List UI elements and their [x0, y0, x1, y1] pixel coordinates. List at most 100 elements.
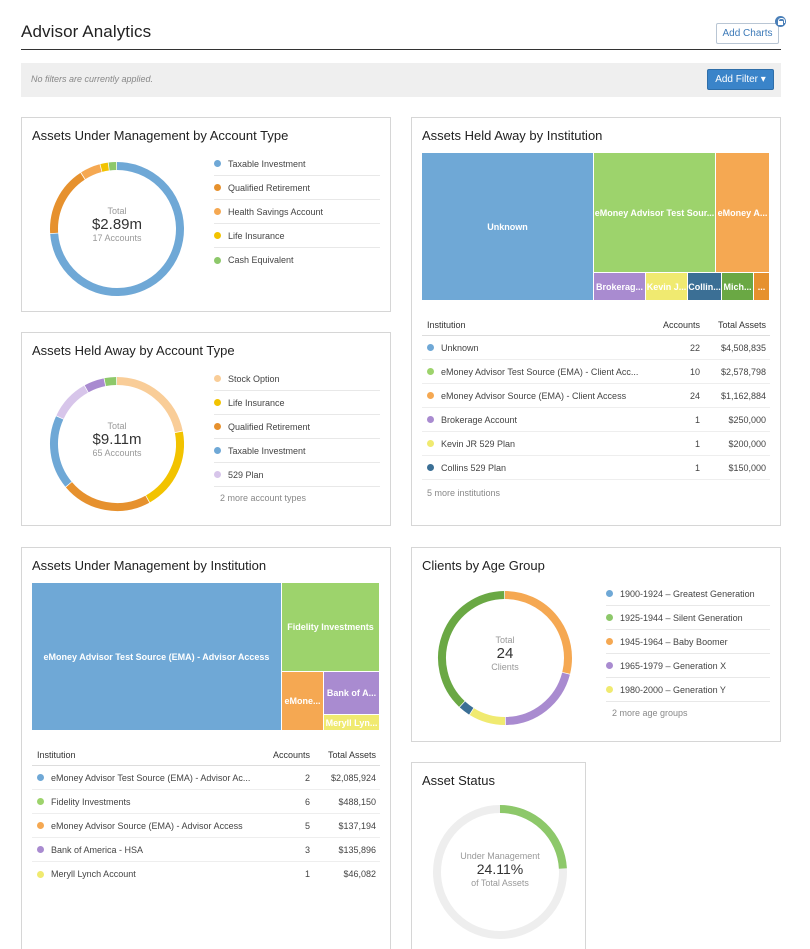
table-row[interactable]: eMoney Advisor Source (EMA) - Client Acc… — [422, 384, 770, 408]
legend-label: Stock Option — [228, 373, 280, 384]
more-institutions-link[interactable]: 5 more institutions — [427, 488, 501, 498]
treemap-tile[interactable]: eMone... — [282, 672, 324, 731]
gauge-fill[interactable] — [499, 805, 567, 869]
legend-item[interactable]: Taxable Investment — [214, 439, 380, 463]
tile-label: Mich... — [723, 281, 752, 292]
tile-label: eMoney Advisor Test Sour... — [594, 207, 715, 218]
treemap-tile[interactable]: Mich... — [722, 273, 754, 301]
add-filter-button[interactable]: Add Filter ▾ — [707, 69, 774, 90]
treemap-tile[interactable]: eMoney Advisor Test Sour... — [594, 153, 716, 273]
legend-dot — [214, 160, 221, 167]
donut-slice[interactable] — [104, 377, 117, 387]
aum-institution-card: Assets Under Management by Institution e… — [21, 547, 391, 949]
row-name: Unknown — [441, 342, 479, 353]
legend-label: Qualified Retirement — [228, 421, 311, 432]
row-total: $137,194 — [338, 820, 376, 831]
column-header-total-assets[interactable]: Total Assets — [327, 749, 376, 760]
legend-item[interactable]: Life Insurance — [214, 224, 380, 248]
legend-item[interactable]: Stock Option — [214, 367, 380, 391]
legend-dot — [214, 232, 221, 239]
treemap-tile[interactable]: ... — [754, 273, 770, 301]
donut-slice[interactable] — [116, 377, 183, 433]
treemap-tile[interactable]: Fidelity Investments — [282, 583, 380, 672]
row-name: Brokerage Account — [441, 414, 518, 425]
donut-slice[interactable] — [459, 701, 474, 715]
legend-item[interactable]: Life Insurance — [214, 391, 380, 415]
table-header: Institution Accounts Total Assets — [422, 314, 770, 336]
treemap-chart: eMoney Advisor Test Source (EMA) - Advis… — [32, 583, 380, 731]
table-row[interactable]: Bank of America - HSA 3 $135,896 — [32, 838, 380, 862]
treemap-chart: Unknown eMoney Advisor Test Sour... eMon… — [422, 153, 770, 301]
legend-item[interactable]: 1925-1944 – Silent Generation — [606, 606, 770, 630]
treemap-tile[interactable]: eMoney A... — [716, 153, 770, 273]
asset-status-gauge[interactable]: Under Management 24.11% of Total Assets — [430, 802, 570, 942]
legend-item[interactable]: Qualified Retirement — [214, 415, 380, 439]
aum-account-type-card: Assets Under Management by Account Type … — [21, 117, 391, 312]
donut-slice[interactable] — [504, 591, 572, 674]
donut-slice[interactable] — [505, 672, 570, 725]
row-name: eMoney Advisor Test Source (EMA) - Advis… — [51, 772, 251, 783]
donut-slice[interactable] — [65, 482, 150, 511]
treemap-tile[interactable]: Brokerag... — [594, 273, 646, 301]
table-row[interactable]: Meryll Lynch Account 1 $46,082 — [32, 862, 380, 886]
donut-slice[interactable] — [50, 162, 184, 296]
row-total: $200,000 — [728, 438, 766, 449]
table-row[interactable]: Brokerage Account 1 $250,000 — [422, 408, 770, 432]
legend-item[interactable]: 1900-1924 – Greatest Generation — [606, 582, 770, 606]
column-header-accounts[interactable]: Accounts — [272, 749, 310, 760]
tile-label: Collin... — [688, 281, 721, 292]
legend-item[interactable]: Qualified Retirement — [214, 176, 380, 200]
more-account-types-link[interactable]: 2 more account types — [220, 493, 307, 503]
legend-item[interactable]: 1980-2000 – Generation Y — [606, 678, 770, 702]
donut-chart[interactable]: Total 24 Clients — [435, 588, 575, 728]
column-header-total-assets[interactable]: Total Assets — [717, 319, 766, 330]
tile-label: Unknown — [487, 221, 528, 232]
legend-item[interactable]: 529 Plan — [214, 463, 380, 487]
donut-slice[interactable] — [81, 164, 102, 180]
legend-item[interactable]: 1965-1979 – Generation X — [606, 654, 770, 678]
table-row[interactable]: Collins 529 Plan 1 $150,000 — [422, 456, 770, 480]
legend-item[interactable]: Health Savings Account — [214, 200, 380, 224]
legend-item[interactable]: Cash Equivalent — [214, 248, 380, 272]
donut-slice[interactable] — [50, 172, 85, 234]
legend-item[interactable]: 1945-1964 – Baby Boomer — [606, 630, 770, 654]
donut-chart[interactable]: Total $2.89m 17 Accounts — [47, 159, 187, 299]
donut-slice[interactable] — [56, 385, 89, 420]
row-dot — [427, 440, 434, 447]
table-row[interactable]: eMoney Advisor Source (EMA) - Advisor Ac… — [32, 814, 380, 838]
treemap-tile[interactable]: Bank of A... — [324, 672, 380, 715]
more-age-groups-link[interactable]: 2 more age groups — [612, 708, 688, 718]
treemap-tile[interactable]: Meryll Lyn... — [324, 715, 380, 731]
table-row[interactable]: eMoney Advisor Test Source (EMA) - Advis… — [32, 766, 380, 790]
treemap-tile[interactable]: eMoney Advisor Test Source (EMA) - Advis… — [32, 583, 282, 731]
row-total: $250,000 — [728, 414, 766, 425]
donut-slice[interactable] — [84, 378, 106, 393]
row-accounts: 5 — [304, 820, 310, 831]
donut-slice[interactable] — [50, 416, 72, 487]
donut-slice[interactable] — [438, 591, 505, 707]
treemap-tile[interactable]: Unknown — [422, 153, 594, 301]
row-accounts: 10 — [689, 366, 700, 377]
table-row[interactable]: eMoney Advisor Test Source (EMA) - Clien… — [422, 360, 770, 384]
treemap-tile[interactable]: Collin... — [688, 273, 722, 301]
treemap-tile[interactable]: Kevin J... — [646, 273, 688, 301]
gauge-center-sub: of Total Assets — [471, 878, 529, 888]
column-header-accounts[interactable]: Accounts — [662, 319, 700, 330]
donut-slice[interactable] — [100, 162, 109, 172]
donut-slice[interactable] — [145, 431, 184, 503]
row-dot — [37, 798, 44, 805]
table-row[interactable]: Unknown 22 $4,508,835 — [422, 336, 770, 360]
legend-item[interactable]: Taxable Investment — [214, 152, 380, 176]
donut-chart[interactable]: Total $9.11m 65 Accounts — [47, 374, 187, 514]
table-row[interactable]: Fidelity Investments 6 $488,150 — [32, 790, 380, 814]
donut-center-value: $2.89m — [91, 216, 143, 233]
donut-center-value: $9.11m — [92, 431, 142, 448]
donut-slice[interactable] — [469, 708, 506, 725]
legend-dot — [606, 614, 613, 621]
column-header-institution[interactable]: Institution — [427, 319, 466, 330]
legend: Taxable Investment Qualified Retirement … — [214, 152, 380, 272]
column-header-institution[interactable]: Institution — [37, 749, 76, 760]
table-row[interactable]: Kevin JR 529 Plan 1 $200,000 — [422, 432, 770, 456]
add-charts-button[interactable]: Add Charts — [716, 23, 779, 44]
legend-dot — [606, 590, 613, 597]
